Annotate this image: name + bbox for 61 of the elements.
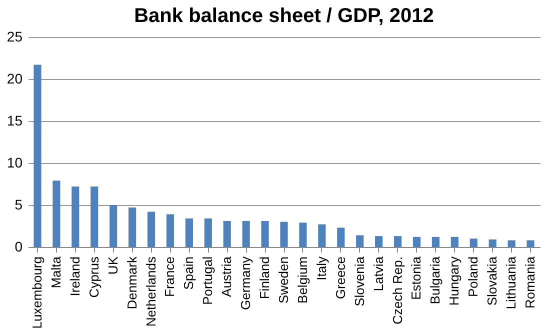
x-tick-label: Greece [332, 256, 348, 300]
bar [375, 236, 383, 247]
bar [526, 240, 534, 247]
bar [337, 228, 345, 247]
y-tick-label: 25 [6, 28, 23, 44]
x-tick-label: Romania [522, 256, 538, 309]
x-tick-label: Slovakia [484, 256, 500, 306]
bar [299, 222, 307, 247]
x-tick-label: Italy [314, 256, 329, 280]
bar [261, 220, 269, 247]
bar [242, 220, 250, 247]
bar [185, 218, 193, 247]
bar [52, 180, 60, 247]
y-tick-label: 0 [14, 238, 23, 254]
bar [128, 208, 136, 247]
x-tick-label: Lithuania [504, 256, 519, 310]
bar [110, 205, 118, 247]
x-tick-label: Luxembourg [29, 256, 44, 329]
bar [412, 236, 421, 247]
bar [72, 186, 80, 247]
chart-title: Bank balance sheet / GDP, 2012 [134, 5, 434, 27]
x-tick-label: Germany [238, 256, 254, 310]
bar [147, 212, 156, 247]
x-tick-label: Denmark [124, 256, 140, 310]
y-tick-label: 10 [6, 154, 23, 170]
bar [432, 236, 440, 247]
x-tick-label: Hungary [446, 256, 462, 306]
x-tick-label: Poland [466, 256, 481, 297]
x-tick-label: Finland [257, 256, 272, 300]
x-tick-label: Austria [219, 256, 234, 297]
x-tick-label: UK [105, 256, 120, 275]
bar [450, 236, 458, 247]
bar [280, 222, 288, 247]
x-tick-label: Ireland [67, 256, 82, 296]
bar [508, 240, 516, 247]
x-tick-label: Malta [48, 256, 64, 288]
bar [223, 220, 231, 247]
bar [166, 214, 174, 247]
x-tick-label: Spain [181, 256, 196, 290]
bar [356, 235, 364, 247]
x-tick-label: Cyprus [86, 256, 102, 298]
bar [470, 238, 478, 247]
x-tick-label: France [162, 256, 178, 297]
x-tick-label: Czech Rep. [390, 256, 405, 324]
y-tick-label: 15 [6, 112, 23, 128]
bar [318, 224, 326, 247]
x-tick-label: Belgium [294, 256, 310, 304]
x-tick-label: Slovenia [352, 256, 367, 306]
x-tick-label: Sweden [276, 256, 291, 304]
bar [394, 236, 402, 247]
x-tick-label: Netherlands [143, 256, 158, 327]
bar [488, 239, 496, 247]
y-tick-label: 20 [6, 70, 23, 86]
x-tick-label: Portugal [200, 256, 216, 305]
bar [204, 218, 212, 247]
bar [90, 186, 98, 247]
x-tick-label: Latvia [370, 256, 386, 292]
y-tick-label: 5 [14, 196, 23, 212]
x-tick-label: Estonia [408, 256, 424, 300]
bar [34, 64, 42, 247]
x-tick-label: Bulgaria [428, 256, 443, 304]
